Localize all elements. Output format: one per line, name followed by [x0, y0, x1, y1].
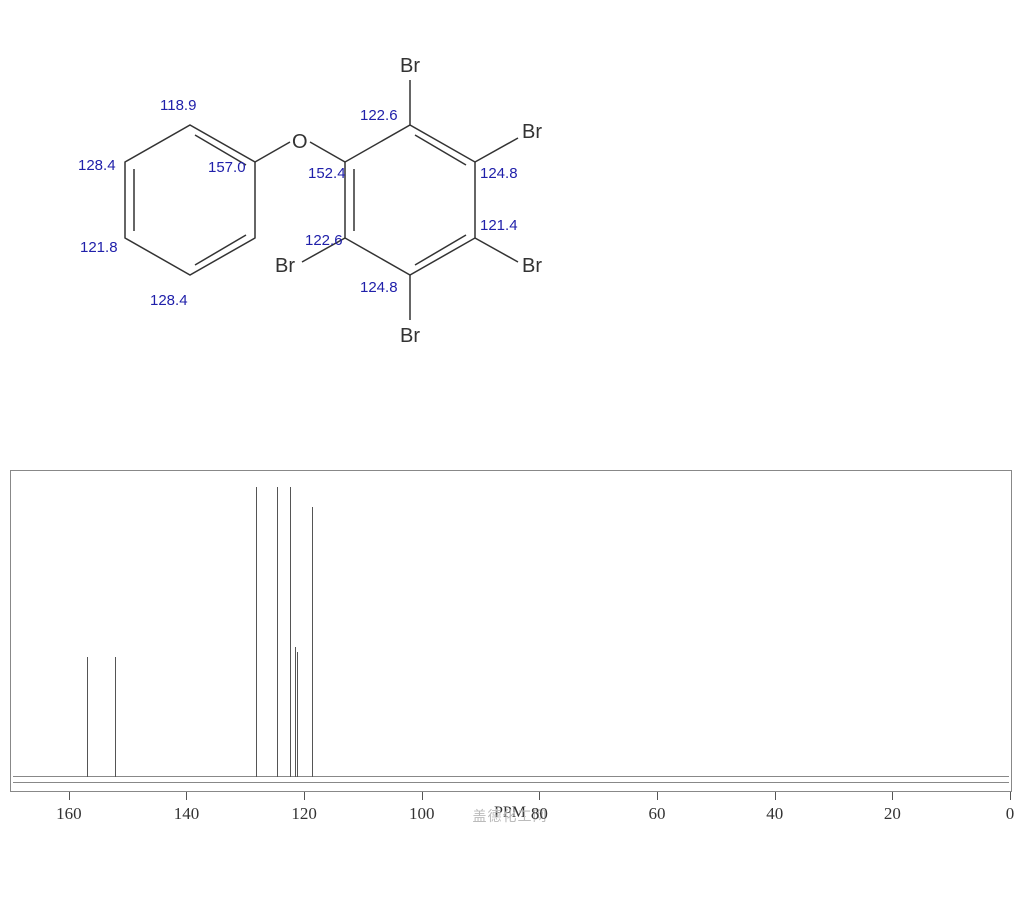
br-atom-1: Br — [400, 55, 420, 77]
br-atom-3: Br — [522, 255, 542, 277]
axis-tick-label: 120 — [291, 804, 317, 824]
axis-tick — [1010, 792, 1011, 800]
axis-tick — [186, 792, 187, 800]
shift-122-6b: 122.6 — [305, 232, 343, 249]
shift-124-8b: 124.8 — [360, 279, 398, 296]
shift-128-4b: 128.4 — [150, 292, 188, 309]
axis-tick — [892, 792, 893, 800]
shift-152-4: 152.4 — [308, 165, 346, 182]
shift-128-4a: 128.4 — [78, 157, 116, 174]
shift-157-0: 157.0 — [208, 159, 246, 176]
shift-124-8a: 124.8 — [480, 165, 518, 182]
spectrum-peak — [312, 507, 313, 777]
nmr-spectrum: PPM 盖德化工网 160140120100806040200 — [10, 470, 1014, 850]
br-atom-2: Br — [522, 121, 542, 143]
spectrum-peak — [277, 487, 278, 777]
axis-tick-label: 40 — [766, 804, 783, 824]
axis-tick-label: 60 — [649, 804, 666, 824]
left-ring — [125, 125, 255, 275]
shift-122-6a: 122.6 — [360, 107, 398, 124]
axis-tick-label: 20 — [884, 804, 901, 824]
axis-tick-label: 0 — [1006, 804, 1015, 824]
br-atom-4: Br — [400, 325, 420, 347]
shift-121-8: 121.8 — [80, 239, 118, 256]
axis-tick — [775, 792, 776, 800]
axis-tick-label: 160 — [56, 804, 82, 824]
molecule-structure: O Br Br Br Br Br 118.9 128.4 121.8 128.4… — [60, 20, 660, 420]
spectrum-peak — [295, 647, 296, 777]
spectrum-peak — [256, 487, 257, 777]
axis-tick — [657, 792, 658, 800]
axis-tick — [304, 792, 305, 800]
spectrum-plot-box — [10, 470, 1012, 792]
spectrum-axis: PPM 盖德化工网 160140120100806040200 — [10, 792, 1010, 842]
spectrum-peak — [297, 652, 298, 777]
br-atom-5: Br — [275, 255, 295, 277]
right-ring — [345, 125, 475, 275]
shift-118-9: 118.9 — [160, 97, 196, 114]
axis-tick — [422, 792, 423, 800]
axis-tick-label: 80 — [531, 804, 548, 824]
axis-tick-label: 100 — [409, 804, 435, 824]
axis-tick-label: 140 — [174, 804, 200, 824]
spectrum-peak — [87, 657, 88, 777]
shift-121-4: 121.4 — [480, 217, 518, 234]
spectrum-peak — [290, 487, 291, 777]
axis-tick — [69, 792, 70, 800]
spectrum-peak — [115, 657, 116, 777]
spectrum-baseline — [13, 776, 1009, 783]
br-bonds — [302, 80, 518, 320]
axis-tick — [539, 792, 540, 800]
oxygen-atom: O — [292, 131, 308, 153]
